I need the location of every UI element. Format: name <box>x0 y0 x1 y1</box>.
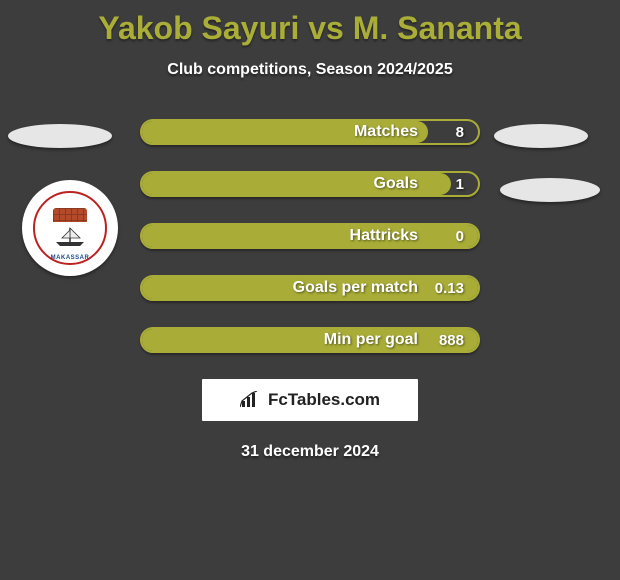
page-title: Yakob Sayuri vs M. Sananta <box>0 0 620 47</box>
bar-chart-icon <box>240 391 262 409</box>
badge-boat-icon <box>50 224 90 248</box>
stat-bar-value: 0 <box>456 228 464 245</box>
stat-bar-label: Matches <box>142 123 418 141</box>
stat-bar: Min per goal 888 <box>0 327 620 353</box>
stat-bar-value: 888 <box>439 332 464 349</box>
stat-bar-track: Matches 8 <box>140 119 480 145</box>
stat-bar-label: Goals <box>142 175 418 193</box>
stat-bar-label: Goals per match <box>142 279 418 297</box>
ellipse-top-right <box>494 124 588 148</box>
stat-bar-label: Min per goal <box>142 331 418 349</box>
ellipse-mid-right <box>500 178 600 202</box>
badge-bricks-icon <box>53 208 87 222</box>
stat-bar-track: Goals 1 <box>140 171 480 197</box>
stat-bar: Goals per match 0.13 <box>0 275 620 301</box>
stat-bar-value: 0.13 <box>435 280 464 297</box>
stat-bar-value: 1 <box>456 176 464 193</box>
page-root: Yakob Sayuri vs M. Sananta Club competit… <box>0 0 620 580</box>
stat-bar-label: Hattricks <box>142 227 418 245</box>
fctables-logo: FcTables.com <box>202 379 418 421</box>
logo-text: FcTables.com <box>268 390 380 410</box>
stat-bar-track: Min per goal 888 <box>140 327 480 353</box>
badge-text: MAKASSAR <box>51 255 90 261</box>
club-badge: MAKASSAR <box>22 180 118 276</box>
page-subtitle: Club competitions, Season 2024/2025 <box>0 61 620 79</box>
ellipse-top-left <box>8 124 112 148</box>
date-text: 31 december 2024 <box>0 443 620 461</box>
club-badge-inner: MAKASSAR <box>33 191 107 265</box>
stat-bar-value: 8 <box>456 124 464 141</box>
stat-bar-track: Hattricks 0 <box>140 223 480 249</box>
stat-bar-track: Goals per match 0.13 <box>140 275 480 301</box>
